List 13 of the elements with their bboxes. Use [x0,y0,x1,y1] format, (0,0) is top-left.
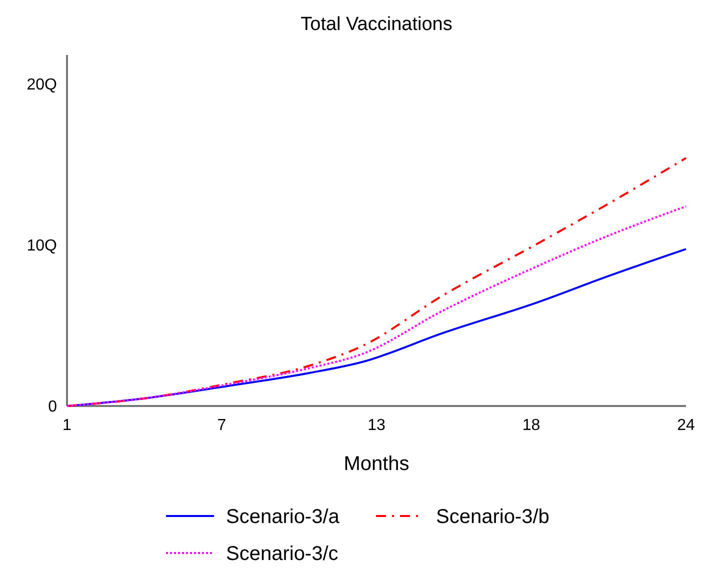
y-tick-label: 10Q [26,238,57,255]
x-tick-label: 1 [62,417,72,434]
y-tick-label: 20Q [26,76,57,94]
x-tick-label: 24 [677,417,695,434]
y-tick-label: 0 [48,398,58,416]
legend-label: Scenario-3/b [436,506,550,528]
x-axis-title: Months [344,453,410,475]
x-tick-label: 7 [217,417,226,434]
x-tick-label: 18 [522,417,540,434]
chart-title: Total Vaccinations [300,14,452,35]
legend-label: Scenario-3/a [226,506,340,528]
legend-label: Scenario-3/c [226,543,338,565]
x-tick-label: 13 [368,417,386,434]
